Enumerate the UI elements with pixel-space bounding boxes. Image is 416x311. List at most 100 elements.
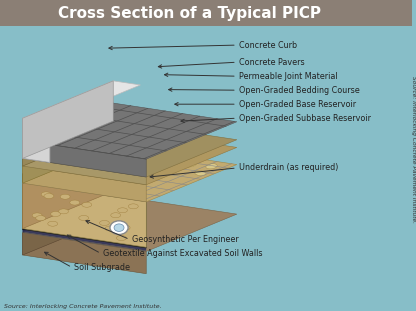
- Polygon shape: [22, 230, 146, 251]
- Ellipse shape: [88, 176, 99, 181]
- Polygon shape: [22, 129, 237, 185]
- Polygon shape: [22, 121, 237, 177]
- Ellipse shape: [68, 182, 79, 187]
- Ellipse shape: [130, 169, 141, 174]
- Ellipse shape: [66, 173, 77, 178]
- Ellipse shape: [166, 161, 178, 166]
- Ellipse shape: [36, 216, 46, 220]
- Ellipse shape: [118, 174, 129, 179]
- Polygon shape: [22, 196, 113, 255]
- Text: Geosynthetic Per Engineer: Geosynthetic Per Engineer: [132, 235, 238, 244]
- Ellipse shape: [70, 200, 80, 205]
- Ellipse shape: [134, 163, 143, 167]
- Polygon shape: [22, 174, 146, 248]
- Text: Cross Section of a Typical PICP: Cross Section of a Typical PICP: [58, 6, 321, 21]
- Polygon shape: [22, 118, 50, 162]
- Ellipse shape: [106, 146, 115, 150]
- Ellipse shape: [104, 184, 116, 189]
- Ellipse shape: [127, 168, 136, 172]
- Ellipse shape: [51, 211, 61, 216]
- Polygon shape: [22, 146, 237, 202]
- Polygon shape: [22, 166, 146, 202]
- Ellipse shape: [102, 153, 114, 158]
- Ellipse shape: [106, 156, 117, 161]
- Ellipse shape: [102, 168, 113, 174]
- Ellipse shape: [143, 155, 154, 160]
- Ellipse shape: [118, 208, 127, 213]
- Ellipse shape: [84, 183, 96, 188]
- Ellipse shape: [94, 151, 103, 156]
- Ellipse shape: [79, 216, 89, 220]
- Polygon shape: [22, 158, 146, 185]
- Text: Concrete Pavers: Concrete Pavers: [239, 58, 305, 67]
- Ellipse shape: [48, 221, 58, 226]
- Polygon shape: [22, 129, 113, 183]
- Polygon shape: [22, 103, 237, 159]
- Ellipse shape: [75, 182, 87, 187]
- Ellipse shape: [99, 220, 109, 225]
- Text: Open-Graded Subbase Reservoir: Open-Graded Subbase Reservoir: [239, 114, 371, 123]
- Ellipse shape: [92, 169, 101, 173]
- Ellipse shape: [42, 180, 53, 185]
- Polygon shape: [22, 232, 146, 251]
- Ellipse shape: [86, 169, 95, 174]
- Ellipse shape: [106, 190, 116, 196]
- Ellipse shape: [91, 177, 102, 182]
- Ellipse shape: [128, 139, 137, 143]
- Ellipse shape: [134, 186, 145, 192]
- Ellipse shape: [206, 164, 217, 169]
- Ellipse shape: [44, 193, 54, 198]
- Polygon shape: [22, 192, 113, 232]
- Text: Concrete Curb: Concrete Curb: [239, 41, 297, 49]
- Ellipse shape: [65, 162, 74, 166]
- Text: Source: Interlocking Concrete Pavement Institute.: Source: Interlocking Concrete Pavement I…: [411, 76, 416, 223]
- Polygon shape: [22, 81, 141, 122]
- Ellipse shape: [92, 153, 104, 158]
- Circle shape: [114, 224, 124, 231]
- Ellipse shape: [97, 177, 109, 182]
- Ellipse shape: [97, 159, 108, 164]
- Ellipse shape: [144, 153, 153, 157]
- Polygon shape: [22, 141, 146, 177]
- Text: Open-Graded Bedding Course: Open-Graded Bedding Course: [239, 86, 360, 95]
- Ellipse shape: [32, 213, 42, 218]
- Polygon shape: [22, 233, 146, 274]
- FancyBboxPatch shape: [0, 0, 412, 26]
- Ellipse shape: [106, 184, 118, 189]
- Ellipse shape: [101, 182, 112, 188]
- Text: Geotextile Against Excavated Soil Walls: Geotextile Against Excavated Soil Walls: [103, 249, 262, 258]
- Ellipse shape: [105, 226, 115, 231]
- Ellipse shape: [121, 179, 132, 184]
- Polygon shape: [22, 121, 113, 166]
- Polygon shape: [22, 137, 113, 230]
- Ellipse shape: [185, 162, 196, 167]
- Ellipse shape: [71, 173, 83, 178]
- Ellipse shape: [124, 180, 135, 185]
- Ellipse shape: [60, 194, 70, 199]
- Polygon shape: [22, 146, 113, 229]
- Text: Underdrain (as required): Underdrain (as required): [239, 164, 338, 172]
- Circle shape: [110, 221, 128, 234]
- Ellipse shape: [129, 204, 138, 209]
- Polygon shape: [22, 196, 237, 251]
- Text: Source: Interlocking Concrete Pavement Institute.: Source: Interlocking Concrete Pavement I…: [4, 304, 162, 309]
- Ellipse shape: [52, 181, 64, 187]
- Ellipse shape: [120, 225, 130, 230]
- Ellipse shape: [79, 144, 89, 148]
- Polygon shape: [22, 81, 113, 158]
- Text: Permeable Joint Material: Permeable Joint Material: [239, 72, 337, 81]
- Ellipse shape: [165, 159, 176, 165]
- Ellipse shape: [139, 161, 150, 167]
- Text: Open-Graded Base Reservoir: Open-Graded Base Reservoir: [239, 100, 356, 109]
- Ellipse shape: [167, 166, 178, 172]
- Ellipse shape: [82, 159, 92, 163]
- Ellipse shape: [82, 202, 92, 207]
- Ellipse shape: [59, 209, 69, 214]
- Ellipse shape: [111, 213, 121, 218]
- Ellipse shape: [41, 192, 51, 197]
- Polygon shape: [22, 195, 113, 233]
- Ellipse shape: [116, 235, 126, 240]
- Polygon shape: [22, 183, 146, 247]
- Ellipse shape: [103, 151, 114, 156]
- Ellipse shape: [156, 140, 165, 144]
